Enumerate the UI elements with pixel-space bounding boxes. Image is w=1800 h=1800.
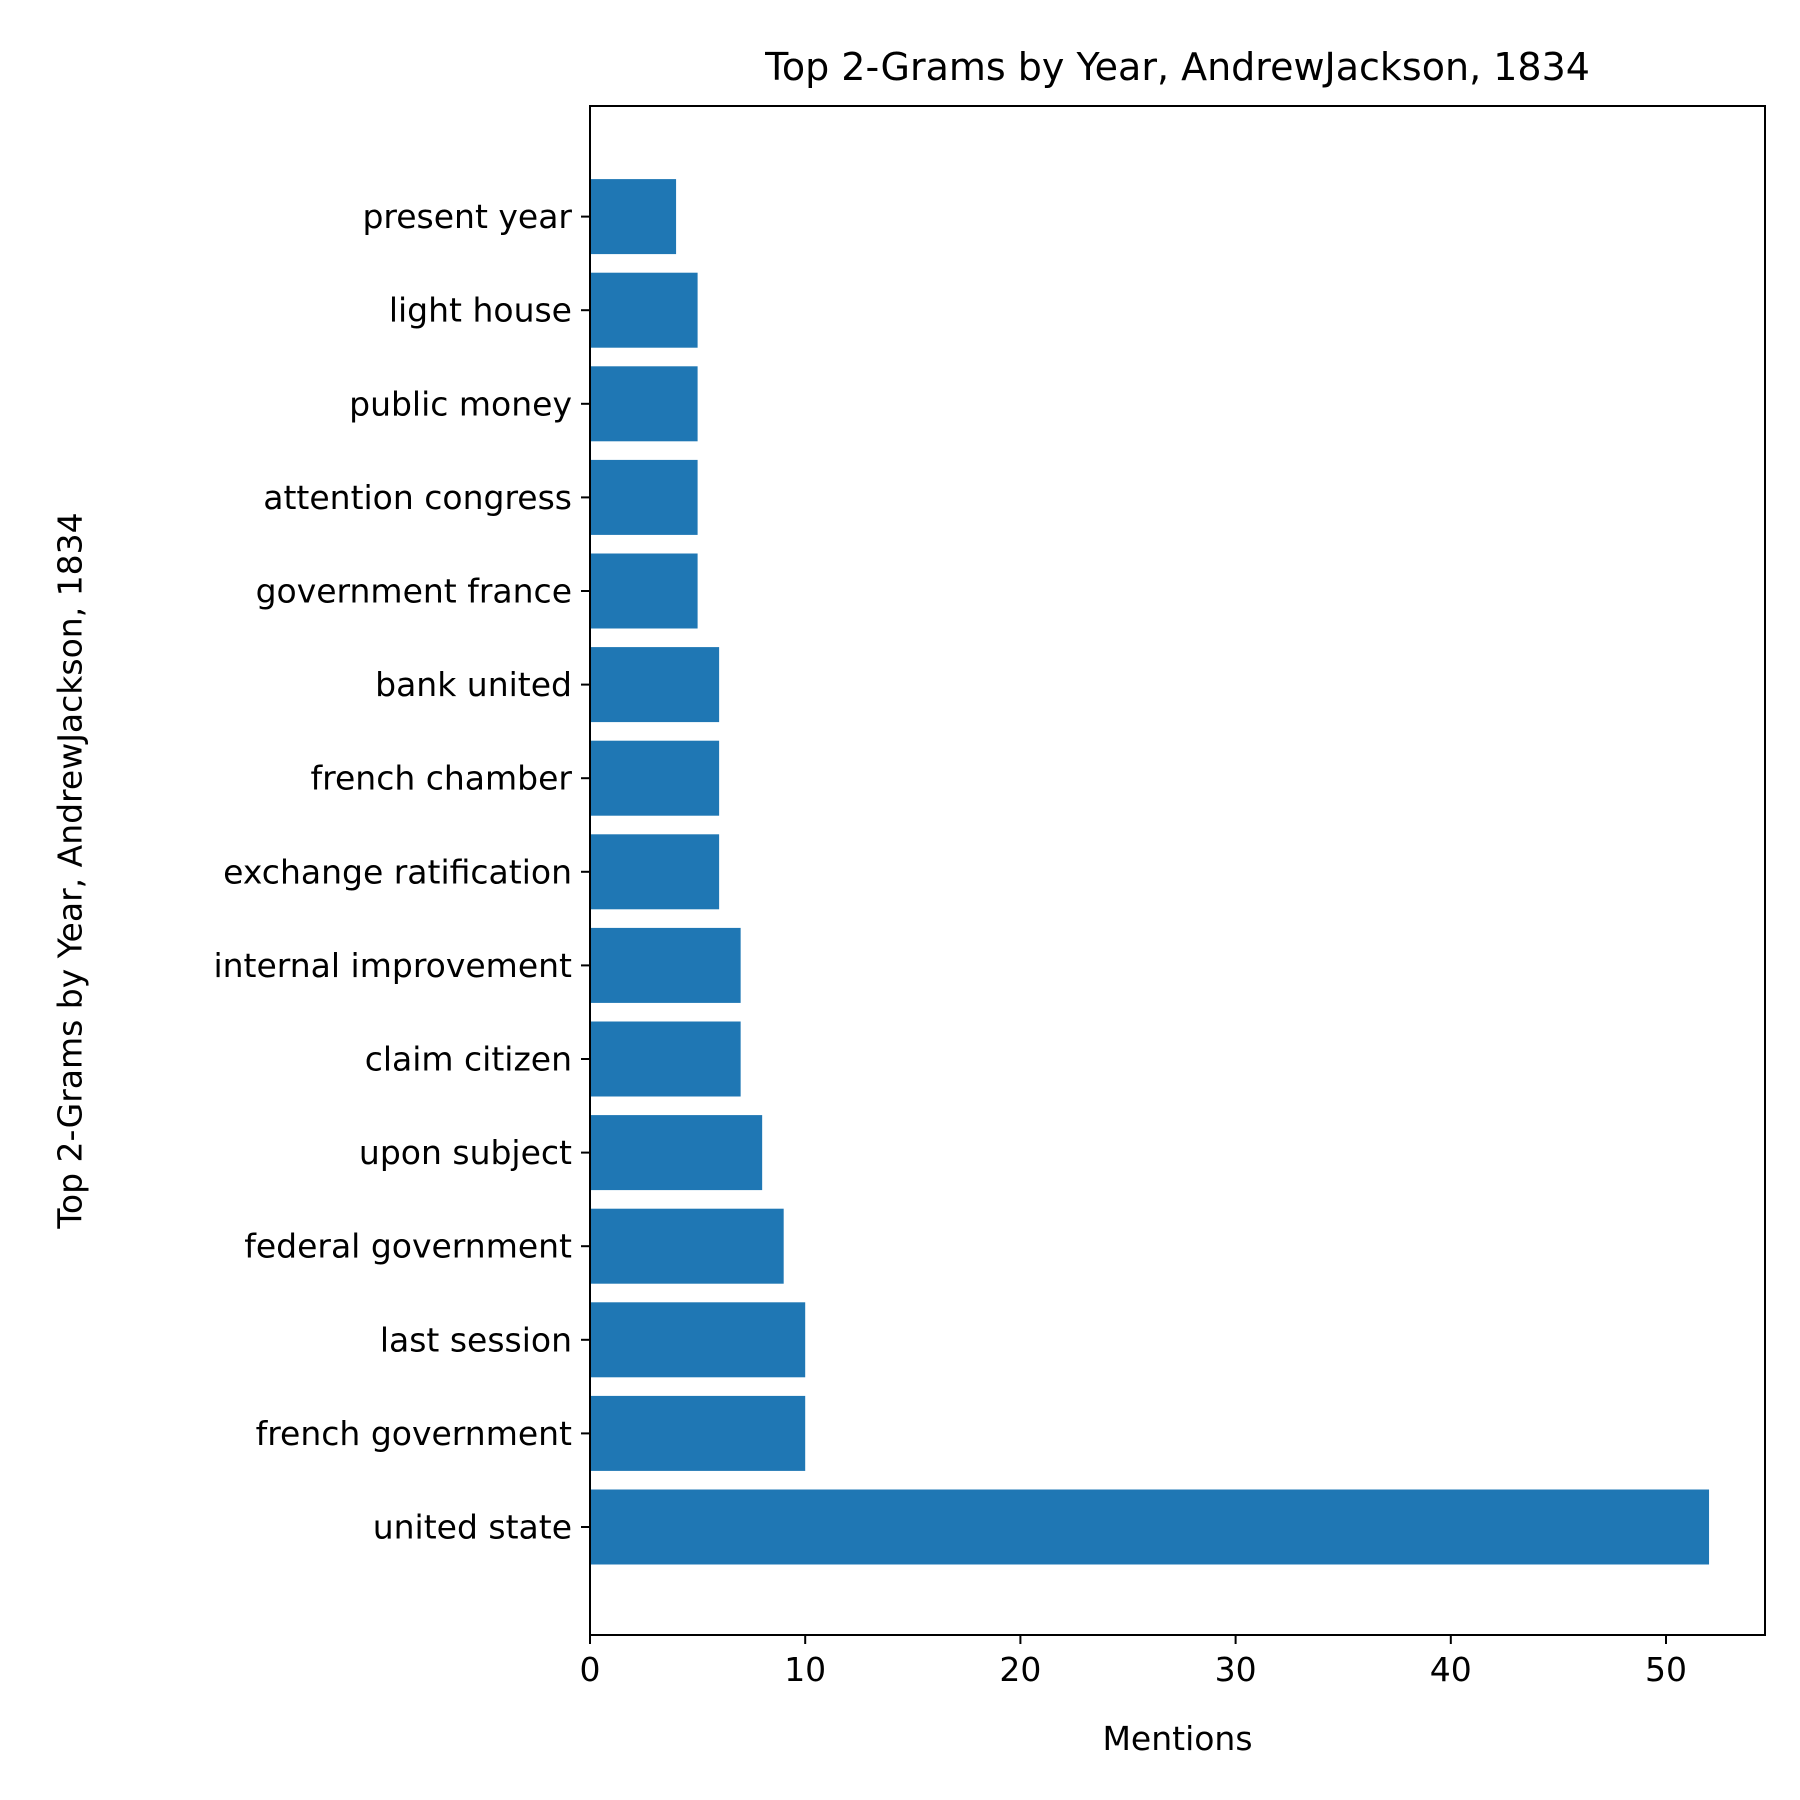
bar <box>590 647 720 723</box>
y-tick-label: public money <box>349 384 572 423</box>
y-tick-label: upon subject <box>359 1133 572 1172</box>
bar <box>590 1302 806 1378</box>
y-tick-label: claim citizen <box>365 1040 572 1079</box>
y-tick-label: attention congress <box>263 478 572 517</box>
bar <box>590 834 720 910</box>
bar <box>590 1115 763 1191</box>
y-tick-label: bank united <box>375 665 572 704</box>
y-axis-label: Top 2-Grams by Year, AndrewJackson, 1834 <box>51 512 90 1229</box>
y-tick-label: french chamber <box>311 759 573 798</box>
bar <box>590 740 720 816</box>
y-tick-label: united state <box>373 1508 572 1547</box>
chart-title: Top 2-Grams by Year, AndrewJackson, 1834 <box>764 45 1590 89</box>
bar <box>590 272 698 348</box>
bars-group <box>590 179 1710 1565</box>
x-tick-label: 10 <box>784 1650 826 1689</box>
bar <box>590 366 698 442</box>
x-tick-label: 30 <box>1215 1650 1257 1689</box>
x-tick-label: 50 <box>1645 1650 1687 1689</box>
bar <box>590 1489 1710 1565</box>
y-tick-label: federal government <box>244 1227 572 1266</box>
plot-frame <box>589 105 1766 1636</box>
y-tick-label: present year <box>362 197 572 236</box>
y-ticks-group: united state french government last sessio… <box>213 197 590 1547</box>
y-tick-label: light house <box>389 291 572 330</box>
x-ticks-group: 0 10 20 30 40 50 <box>580 1635 1687 1689</box>
x-tick-label: 0 <box>580 1650 601 1689</box>
y-tick-label: last session <box>380 1320 572 1359</box>
bar <box>590 459 698 535</box>
bar <box>590 1208 784 1284</box>
y-tick-label: government france <box>256 572 572 611</box>
y-tick-label: internal improvement <box>213 946 572 985</box>
bar <box>590 1021 741 1097</box>
y-tick-label: french government <box>256 1414 572 1453</box>
x-tick-label: 20 <box>999 1650 1041 1689</box>
bar <box>590 927 741 1003</box>
x-tick-label: 40 <box>1430 1650 1472 1689</box>
x-axis-label: Mentions <box>1102 1719 1252 1758</box>
y-tick-label: exchange ratification <box>223 852 572 891</box>
bar <box>590 553 698 629</box>
bar <box>590 1395 806 1471</box>
bar <box>590 179 677 255</box>
